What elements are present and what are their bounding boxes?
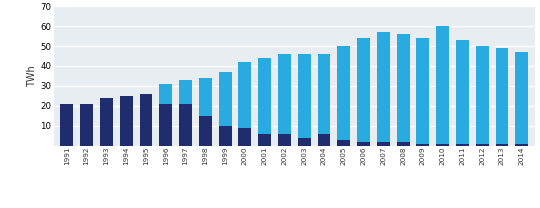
Bar xyxy=(318,134,330,146)
Bar xyxy=(278,54,291,134)
Bar xyxy=(80,104,93,146)
Bar xyxy=(357,142,370,146)
Bar xyxy=(120,96,133,146)
Bar xyxy=(258,58,271,134)
Bar xyxy=(338,140,350,146)
Bar xyxy=(219,126,232,146)
Bar xyxy=(219,72,232,126)
Bar xyxy=(397,34,409,142)
Bar xyxy=(476,46,489,144)
Bar xyxy=(278,134,291,146)
Y-axis label: TWh: TWh xyxy=(28,65,37,87)
Bar xyxy=(159,84,172,104)
Bar xyxy=(159,104,172,146)
Bar xyxy=(199,116,212,146)
Bar xyxy=(298,138,310,146)
Bar xyxy=(515,144,528,146)
Bar xyxy=(515,52,528,144)
Bar xyxy=(357,38,370,142)
Bar xyxy=(456,144,469,146)
Bar xyxy=(298,54,310,138)
Bar xyxy=(436,144,449,146)
Bar xyxy=(60,104,73,146)
Bar xyxy=(100,98,113,146)
Bar xyxy=(416,144,429,146)
Bar xyxy=(258,134,271,146)
Bar xyxy=(377,142,390,146)
Bar xyxy=(199,78,212,116)
Bar xyxy=(397,142,409,146)
Bar xyxy=(377,32,390,142)
Bar xyxy=(318,54,330,134)
Bar xyxy=(239,62,251,128)
Bar xyxy=(496,144,508,146)
Bar xyxy=(496,48,508,144)
Bar xyxy=(179,104,192,146)
Bar xyxy=(139,94,152,146)
Bar xyxy=(436,26,449,144)
Bar xyxy=(239,128,251,146)
Bar xyxy=(338,46,350,140)
Bar xyxy=(476,144,489,146)
Bar xyxy=(179,80,192,104)
Bar xyxy=(456,40,469,144)
Bar xyxy=(416,38,429,144)
